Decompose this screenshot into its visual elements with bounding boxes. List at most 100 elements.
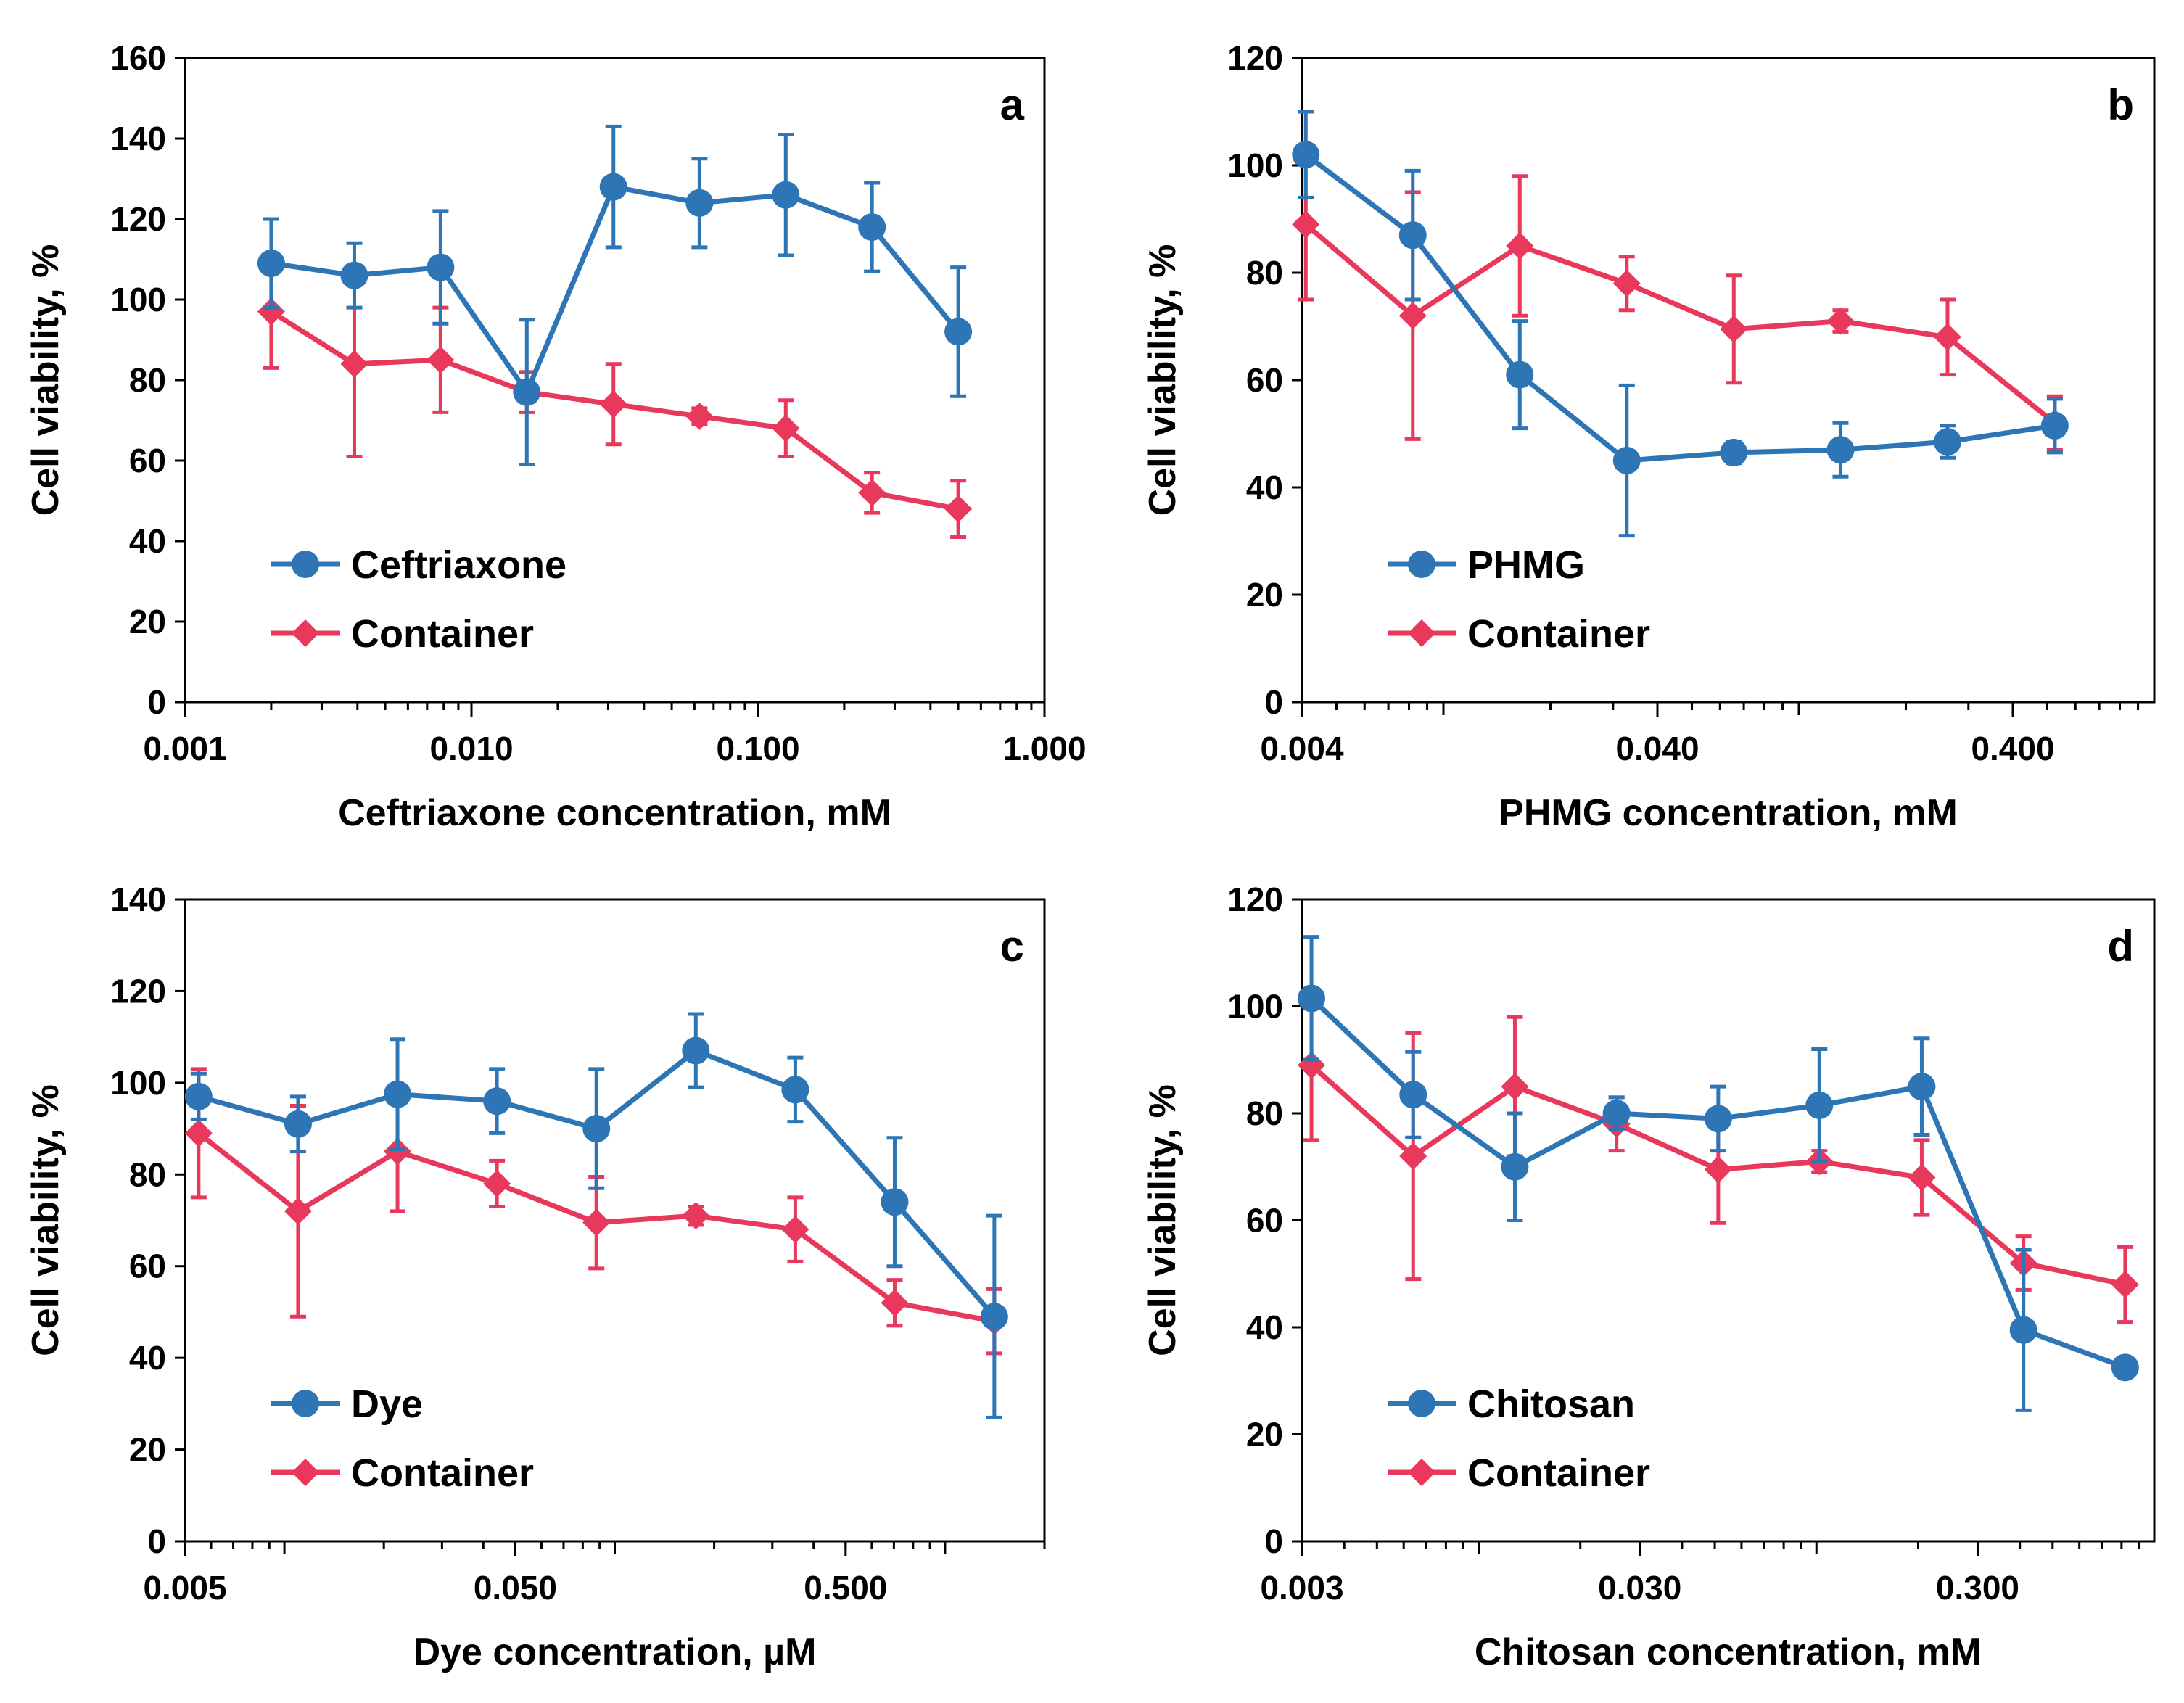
y-tick-label: 80	[1246, 254, 1283, 292]
x-tick-label: 0.100	[716, 730, 799, 767]
series-phmg	[1292, 110, 2069, 538]
y-tick-label: 20	[129, 603, 166, 640]
data-point	[1933, 428, 1961, 456]
data-point	[1399, 1081, 1427, 1109]
x-tick-label: 0.003	[1260, 1569, 1343, 1607]
y-tick-label: 120	[1227, 39, 1283, 77]
legend: Dye Container	[271, 1382, 534, 1495]
y-tick-label: 100	[1227, 147, 1283, 184]
x-tick-label: 0.400	[1971, 730, 2054, 767]
data-point	[1612, 447, 1641, 474]
legend-marker	[292, 1390, 319, 1417]
legend-marker	[292, 1459, 319, 1486]
legend-marker	[292, 619, 319, 647]
series-dye	[184, 1012, 1008, 1419]
data-point	[483, 1169, 511, 1197]
panel-letter: a	[1000, 81, 1025, 129]
data-point	[682, 1202, 710, 1230]
legend-label: Container	[1467, 612, 1650, 656]
data-point	[881, 1188, 909, 1216]
legend: PHMG Container	[1388, 543, 1650, 656]
y-tick-label: 40	[1246, 1308, 1283, 1346]
y-axis-title: Cell viability, %	[25, 244, 67, 516]
data-point	[284, 1110, 312, 1138]
legend-marker	[292, 551, 319, 578]
legend-label: Dye	[351, 1382, 423, 1426]
y-tick-label: 60	[1246, 361, 1283, 399]
x-tick-label: 0.050	[474, 1569, 557, 1607]
data-point	[1398, 302, 1427, 330]
data-point	[685, 189, 714, 217]
y-tick-label: 120	[110, 972, 166, 1010]
data-point	[427, 346, 455, 374]
x-tick-label: 0.004	[1260, 730, 1344, 767]
y-tick-label: 80	[129, 1155, 166, 1193]
data-point	[184, 1119, 213, 1147]
data-point	[1298, 984, 1326, 1013]
plot-frame	[1301, 57, 2156, 704]
data-point	[1399, 1142, 1427, 1170]
x-tick-label: 0.001	[143, 730, 226, 767]
data-point	[1720, 315, 1748, 343]
series-ceftriaxone	[257, 124, 973, 467]
data-point	[599, 173, 627, 201]
data-point	[944, 318, 973, 346]
y-tick-label: 120	[1227, 881, 1283, 918]
data-point	[1501, 1073, 1529, 1101]
data-point	[340, 350, 368, 378]
y-tick-label: 60	[129, 442, 166, 479]
x-tick-label: 0.010	[429, 730, 513, 767]
panel-letter: d	[2107, 922, 2134, 970]
data-point	[1501, 1152, 1529, 1181]
data-point	[858, 479, 886, 507]
legend-marker	[1408, 1459, 1435, 1486]
panel-letter: c	[1000, 922, 1024, 970]
data-point	[881, 1289, 909, 1317]
data-point	[582, 1208, 611, 1237]
data-point	[1506, 360, 1534, 389]
data-point	[1602, 1100, 1631, 1127]
data-point	[2009, 1316, 2037, 1344]
data-point	[2111, 1353, 2139, 1382]
chart-panel-b: 0 20 40 60 80 100 120 0.004 0.040 0.400 PHMG conce…	[1142, 39, 2156, 834]
series-container	[1298, 988, 2139, 1324]
legend-label: PHMG	[1467, 543, 1585, 587]
data-point	[1720, 438, 1748, 466]
data-point	[340, 261, 368, 289]
y-tick-label: 0	[1264, 1522, 1283, 1560]
x-tick-label: 0.040	[1615, 730, 1699, 767]
data-point	[1933, 323, 1961, 351]
data-point	[858, 213, 886, 242]
legend-label: Container	[351, 612, 534, 656]
x-tick-label: 0.005	[143, 1569, 226, 1607]
data-point	[781, 1216, 809, 1244]
series-container	[1292, 147, 2069, 452]
panel-letter: b	[2107, 81, 2134, 129]
y-tick-label: 40	[1246, 469, 1283, 506]
data-point	[427, 253, 455, 281]
legend: Ceftriaxone Container	[271, 543, 566, 656]
y-tick-label: 120	[110, 200, 166, 238]
series-chitosan	[1298, 935, 2139, 1412]
data-point	[257, 250, 285, 278]
y-tick-label: 0	[1264, 683, 1283, 721]
data-point	[944, 495, 973, 523]
y-tick-label: 20	[1246, 576, 1283, 614]
data-point	[1908, 1163, 1936, 1192]
data-point	[384, 1137, 412, 1166]
data-point	[1826, 436, 1855, 464]
data-point	[1704, 1105, 1732, 1133]
data-point	[781, 1076, 809, 1104]
data-point	[1506, 232, 1534, 260]
y-tick-label: 100	[110, 1064, 166, 1102]
legend-label: Container	[351, 1451, 534, 1495]
legend-marker	[1408, 1390, 1435, 1417]
x-axis-title: Ceftriaxone concentration, mM	[338, 792, 891, 834]
plot-frame	[1301, 898, 2156, 1543]
y-axis-title: Cell viability, %	[1142, 244, 1184, 516]
x-tick-label: 0.500	[804, 1569, 887, 1607]
x-tick-label: 0.030	[1598, 1569, 1681, 1607]
y-tick-label: 20	[129, 1431, 166, 1469]
data-point	[1292, 141, 1320, 169]
